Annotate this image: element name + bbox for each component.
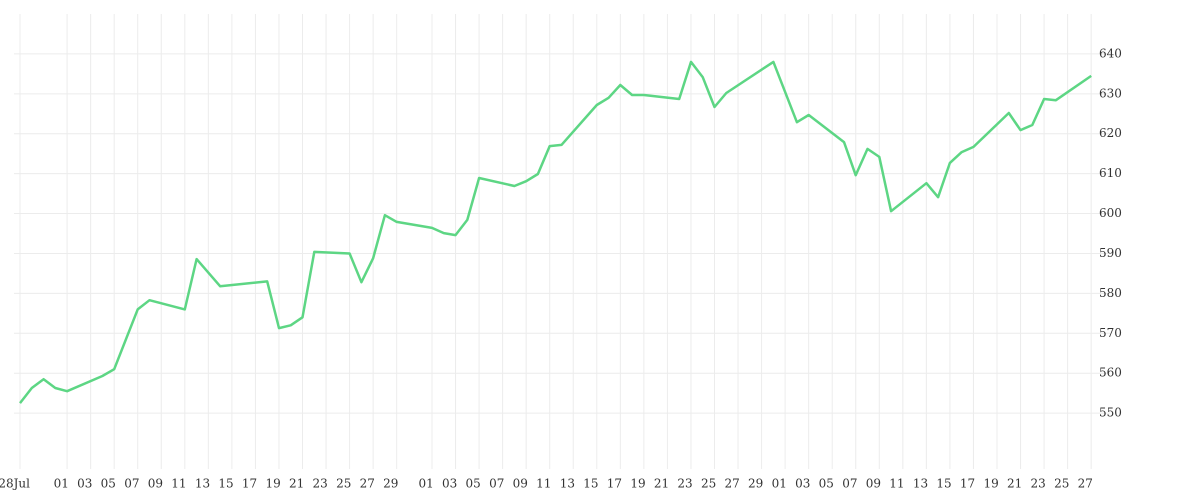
x-tick-label: 09 [148,477,163,491]
x-tick-label: 01 [54,477,69,491]
y-tick-label: 620 [1099,126,1122,140]
x-tick-label: 03 [442,477,457,491]
x-tick-label: 13 [913,477,928,491]
x-tick-label: 09 [866,477,881,491]
x-tick-label: 07 [842,477,857,491]
y-tick-label: 630 [1099,86,1122,100]
x-tick-label: 27 [1078,477,1093,491]
x-tick-label: 15 [583,477,598,491]
y-tick-label: 580 [1099,286,1122,300]
x-tick-label: 25 [336,477,351,491]
x-tick-label: 29 [383,477,398,491]
x-tick-label: 01 [418,477,433,491]
y-tick-label: 570 [1099,326,1122,340]
x-tick-label: 23 [1031,477,1046,491]
x-tick-label: 03 [795,477,810,491]
y-tick-label: 590 [1099,246,1122,260]
x-tick-label: 05 [819,477,834,491]
x-tick-label: 27 [725,477,740,491]
x-tick-label: 05 [101,477,116,491]
x-tick-label: 17 [960,477,975,491]
x-tick-label: 15 [936,477,951,491]
x-tick-label: 29 [748,477,763,491]
x-tick-label: 03 [77,477,92,491]
x-tick-label: 15 [218,477,233,491]
y-tick-label: 550 [1099,406,1122,420]
x-tick-label: 13 [195,477,210,491]
x-tick-label: 19 [265,477,280,491]
x-tick-label: 21 [654,477,669,491]
y-tick-label: 640 [1099,46,1122,60]
x-tick-label: 13 [560,477,575,491]
x-tick-label: 21 [1007,477,1022,491]
x-tick-label: 01 [772,477,787,491]
y-tick-label: 600 [1099,206,1122,220]
x-tick-label: 07 [489,477,504,491]
x-tick-label: 27 [360,477,375,491]
x-tick-label: 19 [630,477,645,491]
x-tick-label: 05 [466,477,481,491]
x-tick-label: 23 [313,477,328,491]
x-tick-label: 23 [677,477,692,491]
line [19,60,1092,404]
x-tick-label: 25 [1054,477,1069,491]
x-tick-label: 11 [536,477,551,491]
x-tick-label: 21 [289,477,304,491]
x-tick-label: 25 [701,477,716,491]
x-tick-label: 17 [242,477,257,491]
x-tick-label: 07 [124,477,139,491]
x-tick-label: 28Jul [0,477,30,491]
x-tick-label: 11 [171,477,186,491]
x-tick-label: 11 [889,477,904,491]
x-tick-label: 17 [607,477,622,491]
x-tick-label: 19 [983,477,998,491]
y-tick-label: 560 [1099,366,1122,380]
x-tick-label: 09 [513,477,528,491]
y-tick-label: 610 [1099,166,1122,180]
